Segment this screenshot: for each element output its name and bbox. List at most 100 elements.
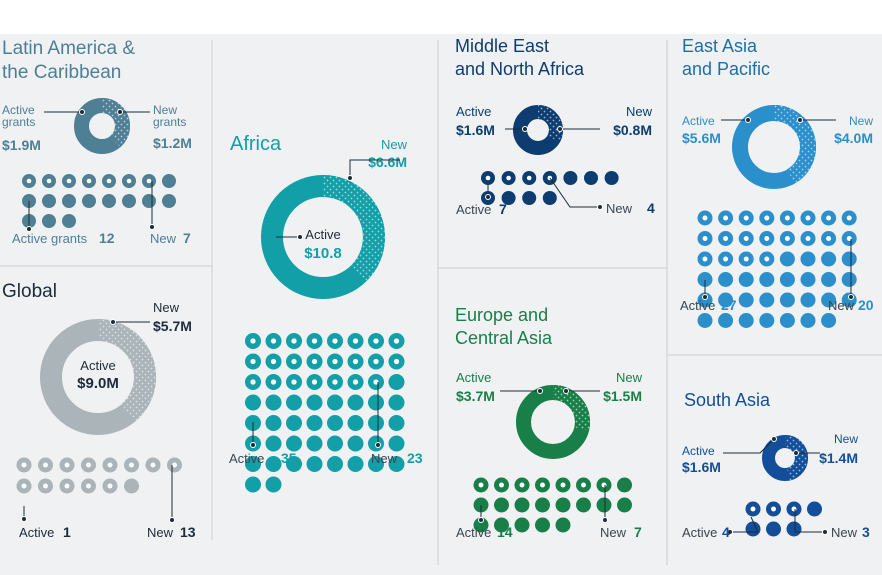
grant-dot-new-marker — [129, 462, 134, 468]
grant-dot-active — [738, 292, 754, 308]
grant-dot-active — [388, 394, 405, 411]
leader-new-end — [793, 450, 799, 456]
donut-slice-new-mena — [513, 105, 563, 155]
grant-dot-active — [286, 394, 302, 411]
grant-dot-active — [779, 292, 795, 308]
grant-dot-active — [800, 292, 816, 308]
donut-active-label: Active — [682, 114, 715, 128]
leader-new-end — [797, 117, 803, 123]
donut-active-value: $9.0M — [77, 375, 119, 392]
leader-active-count-end — [485, 194, 491, 200]
grant-dot-active — [306, 435, 323, 452]
donut-active-value: $1.6M — [682, 459, 721, 475]
donut-new-label: New — [153, 103, 177, 117]
region-title-global: Global — [2, 281, 57, 302]
grant-dot-active — [738, 272, 754, 287]
grant-dot-new-marker — [270, 379, 277, 385]
grant-dot-new-marker — [540, 482, 545, 488]
grant-dot-active — [327, 435, 343, 452]
count-active-label: Active — [19, 525, 54, 540]
donut-active-label: Active — [305, 227, 340, 242]
leader-new-end — [347, 175, 353, 181]
grant-dot-active — [779, 313, 795, 328]
grant-dot-new-marker — [784, 236, 790, 241]
grant-dot-active — [473, 517, 489, 533]
grant-dot-active — [62, 194, 76, 208]
leader-new-end — [117, 109, 123, 115]
leader-active-count-end — [26, 226, 32, 232]
grant-dot-active — [245, 394, 261, 411]
count-new-value: 13 — [180, 524, 196, 540]
grant-dot-active — [122, 194, 136, 208]
donut-active-label: Active — [682, 444, 715, 458]
donut-active-value: $5.6M — [682, 130, 721, 146]
count-active-label: Active — [680, 298, 715, 313]
donut-active-value: $1.9M — [2, 137, 41, 153]
grant-dot-active — [697, 272, 713, 287]
grant-dot-new-marker — [485, 175, 491, 181]
grant-dot-new-marker — [846, 215, 852, 221]
grant-dot-new-marker — [66, 178, 72, 184]
grant-dot-active — [286, 415, 302, 431]
donut-active-value: $3.7M — [456, 388, 495, 404]
grant-dot-active — [142, 194, 156, 208]
donut-active-label: Active — [80, 358, 115, 373]
grant-dot-active — [584, 171, 598, 185]
grant-dot-active — [388, 435, 405, 452]
grant-dot-active — [514, 517, 530, 533]
grant-dot-active — [535, 497, 550, 513]
donut-new-value: $1.4M — [819, 450, 858, 466]
grant-dot-new-marker — [43, 483, 48, 489]
count-active-label: Active — [229, 451, 264, 466]
region-title-sa: South Asia — [684, 390, 771, 410]
grant-dot-new-marker — [150, 462, 156, 468]
donut-slice-new-latam — [74, 98, 130, 154]
grant-dot-new-marker — [373, 358, 379, 365]
leader-active-end — [522, 126, 528, 132]
count-new-label: New — [606, 201, 633, 216]
region-title-mena: and North Africa — [455, 59, 585, 79]
grant-dot-new-marker — [332, 379, 338, 385]
count-active-value: 27 — [721, 297, 737, 313]
grant-dot-new-marker — [499, 482, 504, 488]
donut-slice-new-global — [40, 319, 156, 435]
grant-dot-active — [745, 521, 761, 537]
donut-new-value: $6.6M — [368, 154, 407, 170]
grant-dot-new-marker — [64, 462, 70, 468]
leader-new-count-end — [169, 517, 175, 523]
grant-dot-new-marker — [64, 483, 70, 489]
grant-dot-new-marker — [373, 338, 379, 344]
grant-dot-active — [327, 456, 343, 472]
grant-dot-active — [759, 313, 775, 328]
count-new-label: New — [371, 451, 398, 466]
panel-background — [0, 34, 882, 575]
grant-dot-new-marker — [826, 236, 832, 241]
grant-dot-active — [368, 415, 384, 431]
grant-dot-active — [347, 456, 364, 472]
grant-dot-new-marker — [250, 338, 256, 344]
donut-new-label: New — [626, 104, 653, 119]
grant-dot-new-marker — [126, 178, 132, 184]
count-new-value: 20 — [858, 297, 874, 313]
grant-dot-new-marker — [723, 215, 729, 221]
grant-dot-new-marker — [764, 215, 770, 221]
grant-dot-active — [617, 497, 632, 513]
donut-new-label: New — [616, 370, 643, 385]
grant-dot-new-marker — [311, 379, 318, 385]
grant-dot-new-marker — [506, 175, 511, 181]
donut-active-label: Active — [2, 103, 35, 117]
grant-dot-active — [347, 415, 364, 431]
grant-dot-new-marker — [291, 358, 297, 365]
grant-dot-active — [102, 194, 116, 208]
donut-new-label: New — [153, 300, 180, 315]
grant-dot-new-marker — [43, 462, 48, 468]
leader-new-end — [563, 388, 569, 394]
grant-dot-active — [265, 435, 282, 452]
grant-dot-active — [327, 394, 343, 411]
grant-dot-active — [522, 191, 537, 205]
grant-dot-active — [265, 456, 282, 472]
region-title-africa: Africa — [230, 133, 282, 155]
leader-active-end — [297, 234, 303, 240]
leader-new-count-end — [149, 224, 155, 230]
